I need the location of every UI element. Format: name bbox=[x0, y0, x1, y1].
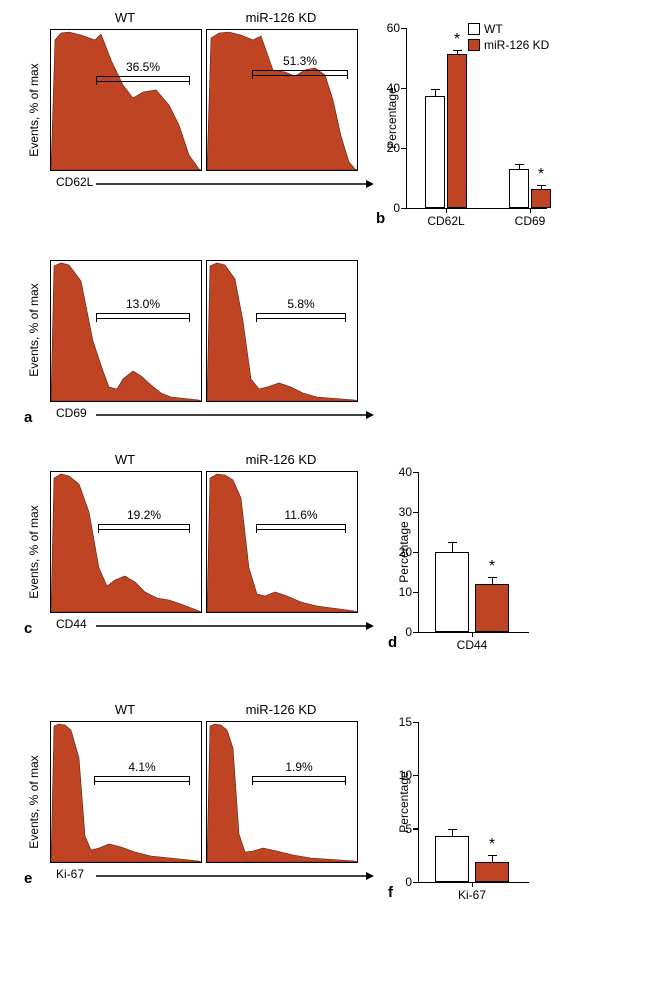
figure-root: WT 36.5% miR-126 KD 51.3% bbox=[10, 10, 640, 922]
bar-y-label: Percentage bbox=[385, 87, 399, 148]
barchart-b: Percentage**CD62LCD690204060bWTmiR-126 K… bbox=[406, 28, 586, 248]
bar-wt bbox=[435, 836, 469, 882]
significance-star: * bbox=[538, 166, 544, 184]
x-axis-arrow-icon bbox=[96, 872, 374, 882]
marker-cd62l: CD62L bbox=[56, 175, 93, 189]
y-axis-label: Events, % of max bbox=[27, 283, 41, 376]
bar-wt bbox=[425, 96, 445, 209]
x-axis-arrow-icon bbox=[96, 622, 374, 632]
x-axis-arrow-icon bbox=[96, 180, 374, 190]
panel-letter-a: a bbox=[24, 409, 32, 426]
x-category-label: Ki-67 bbox=[432, 888, 512, 902]
significance-star: * bbox=[489, 558, 495, 576]
panel-letter-e: e bbox=[24, 870, 32, 887]
histogram-ki67-wt: 4.1% bbox=[50, 721, 202, 863]
significance-star: * bbox=[489, 836, 495, 854]
histogram-ki67-kd: 1.9% bbox=[206, 721, 358, 863]
bar-kd bbox=[475, 862, 509, 882]
panel-letter-d: d bbox=[388, 634, 397, 651]
y-axis-label: Events, % of max bbox=[27, 63, 41, 156]
bar-wt bbox=[509, 169, 529, 208]
histogram-cd62l-wt: 36.5% bbox=[50, 29, 202, 171]
x-axis-arrow-icon bbox=[96, 411, 374, 421]
panel-letter-f: f bbox=[388, 884, 393, 901]
histogram-cd69-kd: 5.8% bbox=[206, 260, 358, 402]
marker-cd69: CD69 bbox=[56, 406, 87, 420]
histogram-cd44-wt: 19.2% bbox=[50, 471, 202, 613]
x-category-label: CD44 bbox=[432, 638, 512, 652]
bar-kd bbox=[447, 54, 467, 208]
x-category-label: CD69 bbox=[490, 214, 570, 228]
histogram-cd69-wt: 13.0% bbox=[50, 260, 202, 402]
barchart-d: Percentage*CD44010203040d bbox=[418, 472, 568, 672]
bar-kd bbox=[531, 189, 551, 209]
legend: WTmiR-126 KD bbox=[468, 22, 549, 54]
significance-star: * bbox=[454, 31, 460, 49]
bar-kd bbox=[475, 584, 509, 632]
col-title-kd: miR-126 KD bbox=[206, 10, 356, 29]
histogram-cd62l-kd: 51.3% bbox=[206, 29, 358, 171]
histogram-cd44-kd: 11.6% bbox=[206, 471, 358, 613]
barchart-f: Percentage*Ki-67051015f bbox=[418, 722, 568, 922]
panel-letter-b: b bbox=[376, 210, 385, 227]
x-category-label: CD62L bbox=[406, 214, 486, 228]
col-title-wt: WT bbox=[50, 10, 200, 29]
panel-letter-c: c bbox=[24, 620, 32, 637]
bar-wt bbox=[435, 552, 469, 632]
